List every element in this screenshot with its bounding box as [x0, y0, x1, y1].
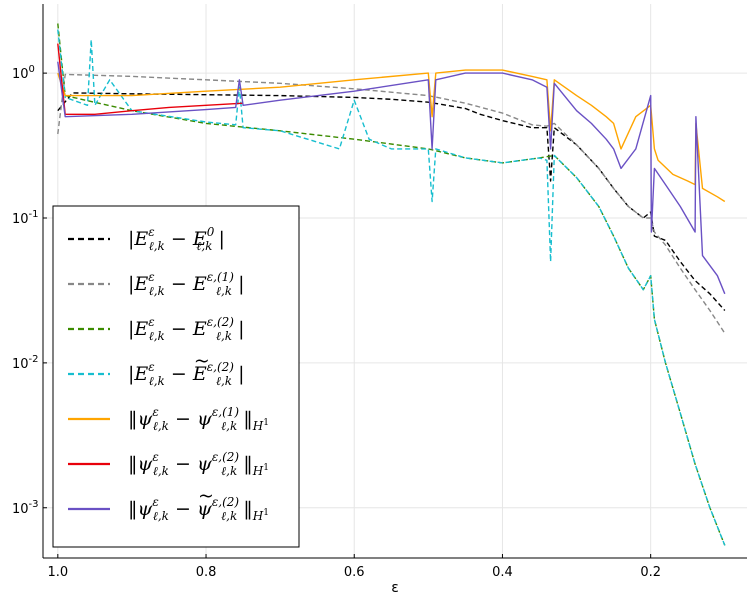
y-tick-label: 10-2: [12, 354, 39, 372]
series-line-5: [57, 69, 726, 203]
series-line-1: [57, 92, 726, 311]
x-axis-title: ε: [391, 580, 399, 596]
y-tick-label: 10-3: [12, 499, 39, 517]
series-line-2: [57, 73, 726, 334]
series-line-6: [57, 43, 244, 116]
legend: |Eε ℓ,k − E0 ℓ,k | |Eε ℓ,k − Eε,(1) ℓ,k | |Eε ℓ,k…: [52, 205, 300, 548]
series-line-7: [57, 61, 726, 295]
series-group: [57, 23, 726, 546]
tick-labels: 1.0 0.8 0.6 0.4 0.2 100 10-1 10-2 10-3: [12, 64, 661, 580]
legend-label-2: |Eε ℓ,k − Eε,(1) ℓ,k |: [128, 270, 244, 298]
x-tick-label: 0.8: [196, 565, 217, 580]
x-tick-label: 0.6: [344, 565, 365, 580]
axes: [42, 4, 747, 559]
legend-label-5: ‖ψε ℓ,k − ψε,(1) ℓ,k ‖H1: [128, 405, 269, 433]
x-tick-label: 0.4: [492, 565, 513, 580]
legend-tilde-7: ~: [198, 485, 214, 507]
legend-label-1: |Eε ℓ,k − E0 ℓ,k |: [128, 225, 225, 253]
legend-tilde-4: ~: [194, 350, 210, 372]
y-tick-label: 100: [12, 64, 35, 82]
legend-label-3: |Eε ℓ,k − Eε,(2) ℓ,k |: [128, 315, 244, 343]
legend-label-7: ‖ψε ℓ,k − ψε,(2) ℓ,k ‖H1: [128, 495, 269, 523]
legend-box: [52, 205, 300, 548]
y-tick-label: 10-1: [12, 209, 39, 227]
x-tick-label: 1.0: [47, 565, 68, 580]
series-line-3: [57, 23, 726, 546]
legend-label-6: ‖ψε ℓ,k − ψε,(2) ℓ,k ‖H1: [128, 450, 269, 478]
x-tick-label: 0.2: [640, 565, 661, 580]
legend-label-4: |Eε ℓ,k − Eε,(2) ℓ,k |: [128, 360, 244, 388]
